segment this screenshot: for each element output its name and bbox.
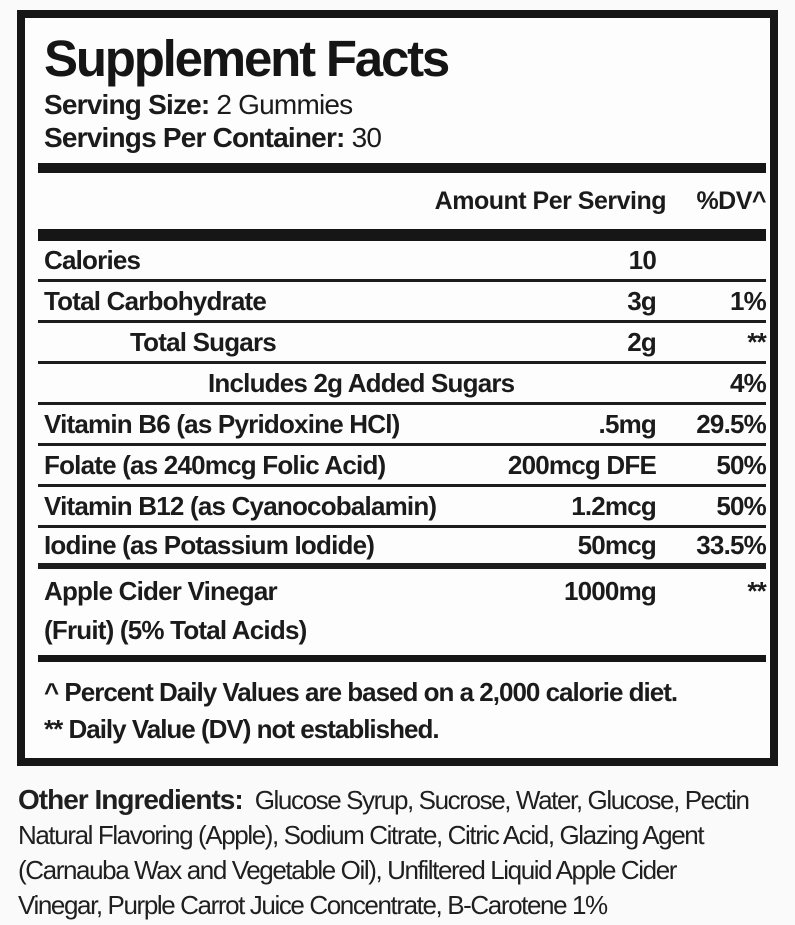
table-row-vitamin-b6: Vitamin B6 (as Pyridoxine HCl) .5mg 29.5…	[38, 405, 767, 446]
nutrient-dv: **	[747, 326, 766, 357]
table-row-added-sugars: Includes 2g Added Sugars 4%	[38, 364, 767, 405]
nutrient-amount: 1000mg	[563, 576, 657, 606]
divider-thick-footnotes	[38, 655, 766, 662]
table-row-calories: Calories 10	[38, 241, 766, 282]
serving-size-line: Serving Size: 2 Gummies	[44, 88, 766, 121]
nutrient-name-line2: (Fruit) (5% Total Acids)	[44, 615, 307, 645]
servings-per-container-value: 30	[351, 122, 382, 153]
nutrient-amount: 10	[628, 244, 657, 275]
nutrient-name: Includes 2g Added Sugars	[208, 367, 515, 398]
nutrient-amount: 3g	[627, 285, 657, 316]
nutrient-amount: 50mcg	[577, 530, 657, 560]
nutrient-dv: 50%	[716, 449, 766, 480]
table-row-total-sugars: Total Sugars 2g **	[38, 323, 767, 364]
nutrient-dv: **	[747, 576, 766, 606]
nutrient-name: Vitamin B6 (as Pyridoxine HCl)	[44, 408, 400, 439]
nutrient-name: Iodine (as Potassium Iodide)	[44, 530, 375, 560]
other-ingredients-heading: Other Ingredients:	[18, 784, 244, 815]
serving-size-label: Serving Size:	[44, 89, 210, 120]
table-row-apple-cider-vinegar: Apple Cider Vinegar 1000mg ** (Fruit) (5…	[38, 569, 767, 655]
nutrient-name: Folate (as 240mcg Folic Acid)	[44, 449, 386, 480]
nutrient-amount: 1.2mcg	[571, 490, 657, 521]
amount-per-serving-header: Amount Per Serving	[434, 186, 667, 215]
table-row-vitamin-b12: Vitamin B12 (as Cyanocobalamin) 1.2mcg 5…	[38, 487, 767, 528]
table-header-row: Amount Per Serving %DV^	[38, 173, 767, 229]
percent-dv-header: %DV^	[696, 186, 766, 215]
table-row-total-carbohydrate: Total Carbohydrate 3g 1%	[38, 282, 767, 323]
footnotes: ^ Percent Daily Values are based on a 2,…	[38, 662, 766, 758]
nutrient-dv: 33.5%	[696, 530, 767, 560]
table-row-folate: Folate (as 240mcg Folic Acid) 200mcg DFE…	[38, 446, 767, 487]
nutrient-dv: 4%	[730, 367, 767, 398]
nutrient-name: Total Carbohydrate	[44, 285, 267, 316]
nutrient-name: Apple Cider Vinegar	[44, 576, 278, 606]
nutrient-name: Calories	[44, 244, 141, 275]
servings-per-container-line: Servings Per Container: 30	[44, 121, 766, 154]
divider-thick-header	[38, 229, 766, 241]
nutrient-dv: 29.5%	[696, 408, 767, 439]
nutrient-name: Total Sugars	[130, 326, 277, 357]
other-ingredients-line: (Carnauba Wax and Vegetable Oil), Unfilt…	[18, 855, 677, 885]
table-row-iodine: Iodine (as Potassium Iodide) 50mcg 33.5%	[38, 528, 767, 569]
nutrient-dv: 1%	[730, 285, 767, 316]
nutrient-name: Vitamin B12 (as Cyanocobalamin)	[44, 490, 437, 521]
nutrient-dv: 50%	[716, 490, 766, 521]
other-ingredients-line: Vinegar, Purple Carrot Juice Concentrate…	[18, 890, 608, 920]
other-ingredients-line: Other Ingredients: Glucose Syrup, Sucrose…	[18, 782, 782, 818]
footnote-dv-not-established: ** Daily Value (DV) not established.	[44, 714, 440, 744]
panel-title: Supplement Facts	[44, 30, 450, 87]
other-ingredients-section: Other Ingredients: Glucose Syrup, Sucrose…	[18, 782, 782, 923]
serving-size-value: 2 Gummies	[216, 89, 353, 120]
footnote-percent-dv: ^ Percent Daily Values are based on a 2,…	[44, 677, 678, 707]
divider-thick-top	[38, 163, 766, 173]
other-ingredients-text: Glucose Syrup, Sucrose, Water, Glucose, …	[254, 785, 750, 815]
nutrient-amount: .5mg	[598, 408, 657, 439]
other-ingredients-line: Natural Flavoring (Apple), Sodium Citrat…	[18, 820, 705, 850]
nutrient-amount: 2g	[627, 326, 657, 357]
servings-per-container-label: Servings Per Container:	[44, 122, 345, 153]
nutrient-amount: 200mcg DFE	[507, 449, 657, 480]
supplement-facts-panel: Supplement Facts Serving Size: 2 Gummies…	[17, 10, 778, 766]
nutrient-table: Calories 10 Total Carbohydrate 3g 1% Tot…	[38, 241, 767, 655]
